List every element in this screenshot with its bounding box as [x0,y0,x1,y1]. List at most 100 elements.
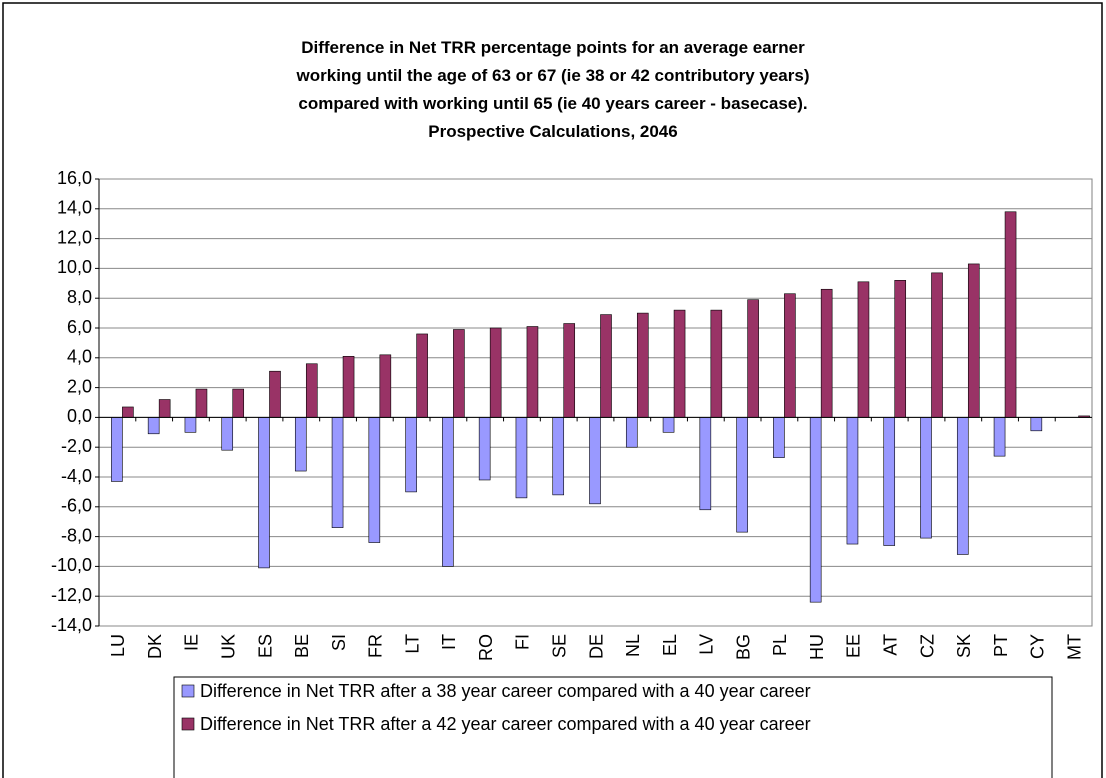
bar [589,417,601,505]
bar [111,417,123,482]
bar [515,417,528,499]
bar [956,417,969,555]
bar [699,417,712,511]
x-tick-label: PT [991,634,1011,657]
bar [442,417,454,567]
x-tick-label: HU [807,634,827,660]
legend-swatch [181,717,195,731]
bar [526,326,539,418]
x-tick-label: EL [660,634,680,656]
bar [1004,211,1017,418]
bar [636,312,649,418]
y-tick-label: 12,0 [57,227,92,247]
bar [625,417,638,448]
y-tick-label: 4,0 [67,347,92,367]
x-tick-label: CZ [917,634,937,658]
bar [368,417,381,543]
bar [784,293,796,418]
x-tick-label: DK [145,634,165,659]
x-tick-label: IE [182,634,202,651]
x-tick-label: SK [954,634,974,658]
y-tick-label: -8,0 [61,525,92,545]
bar [379,354,392,418]
legend-swatch [181,684,195,698]
bar [894,280,907,418]
bar [673,309,686,418]
plot-area [98,178,1093,627]
bar [563,323,576,418]
bar [294,417,307,472]
y-tick-label: -14,0 [51,615,92,635]
x-tick-label: DE [586,634,606,659]
x-tick-label: NL [623,634,643,657]
bar [478,417,491,481]
bar [184,417,197,433]
y-tick-label: 14,0 [57,198,92,218]
y-tick-label: -12,0 [51,585,92,605]
bar [269,370,281,418]
bar [232,388,245,418]
bar [122,406,134,418]
x-tick-label: LT [402,634,422,654]
x-tick-label: IT [439,634,459,650]
bar [857,281,870,418]
legend-label: Difference in Net TRR after a 42 year ca… [200,714,811,734]
y-tick-label: 0,0 [67,406,92,426]
bar [931,272,943,418]
bar [747,299,759,418]
bar [993,417,1006,457]
bar [221,417,234,451]
bar [147,417,160,435]
chart-title: Difference in Net TRR percentage points … [296,38,810,141]
bar [883,417,896,546]
x-tick-label: CY [1028,634,1048,659]
x-tick-label: LV [697,634,717,655]
x-tick-label: SE [549,634,569,658]
legend-box [173,676,1053,778]
bar [820,288,833,418]
y-tick-label: 8,0 [67,287,92,307]
x-tick-label: EE [844,634,864,658]
bar [416,333,428,418]
bar [158,399,171,418]
bar [809,417,822,603]
bar [967,263,980,418]
bar [342,356,355,418]
y-tick-label: 6,0 [67,317,92,337]
bar [453,329,465,418]
x-tick-label: LU [108,634,128,657]
x-tick-label: FR [366,634,386,658]
x-tick-label: BE [292,634,312,658]
legend-label: Difference in Net TRR after a 38 year ca… [200,681,811,701]
bar [736,417,748,533]
y-tick-label: -10,0 [51,555,92,575]
x-tick-label: AT [880,634,900,656]
y-tick-label: 10,0 [57,257,92,277]
x-tick-label: ES [255,634,275,658]
bar [331,417,344,528]
bar [1030,417,1043,432]
x-tick-label: FI [513,634,533,650]
bar [405,417,417,493]
x-tick-label: SI [329,634,349,651]
bar [258,417,270,569]
bar [773,417,785,458]
bar [846,417,859,545]
y-tick-label: -4,0 [61,466,92,486]
bar [600,314,612,418]
y-tick-label: -6,0 [61,496,92,516]
y-tick-label: -2,0 [61,436,92,456]
x-tick-label: MT [1064,634,1084,660]
y-tick-label: 16,0 [57,168,92,188]
x-tick-label: PL [770,634,790,656]
bar [195,388,208,418]
bar [662,417,675,433]
x-tick-label: RO [476,634,496,661]
bar [552,417,565,496]
bar [489,327,502,418]
y-tick-label: 2,0 [67,376,92,396]
bar [305,363,318,418]
bar [920,417,932,539]
bar [710,309,723,418]
